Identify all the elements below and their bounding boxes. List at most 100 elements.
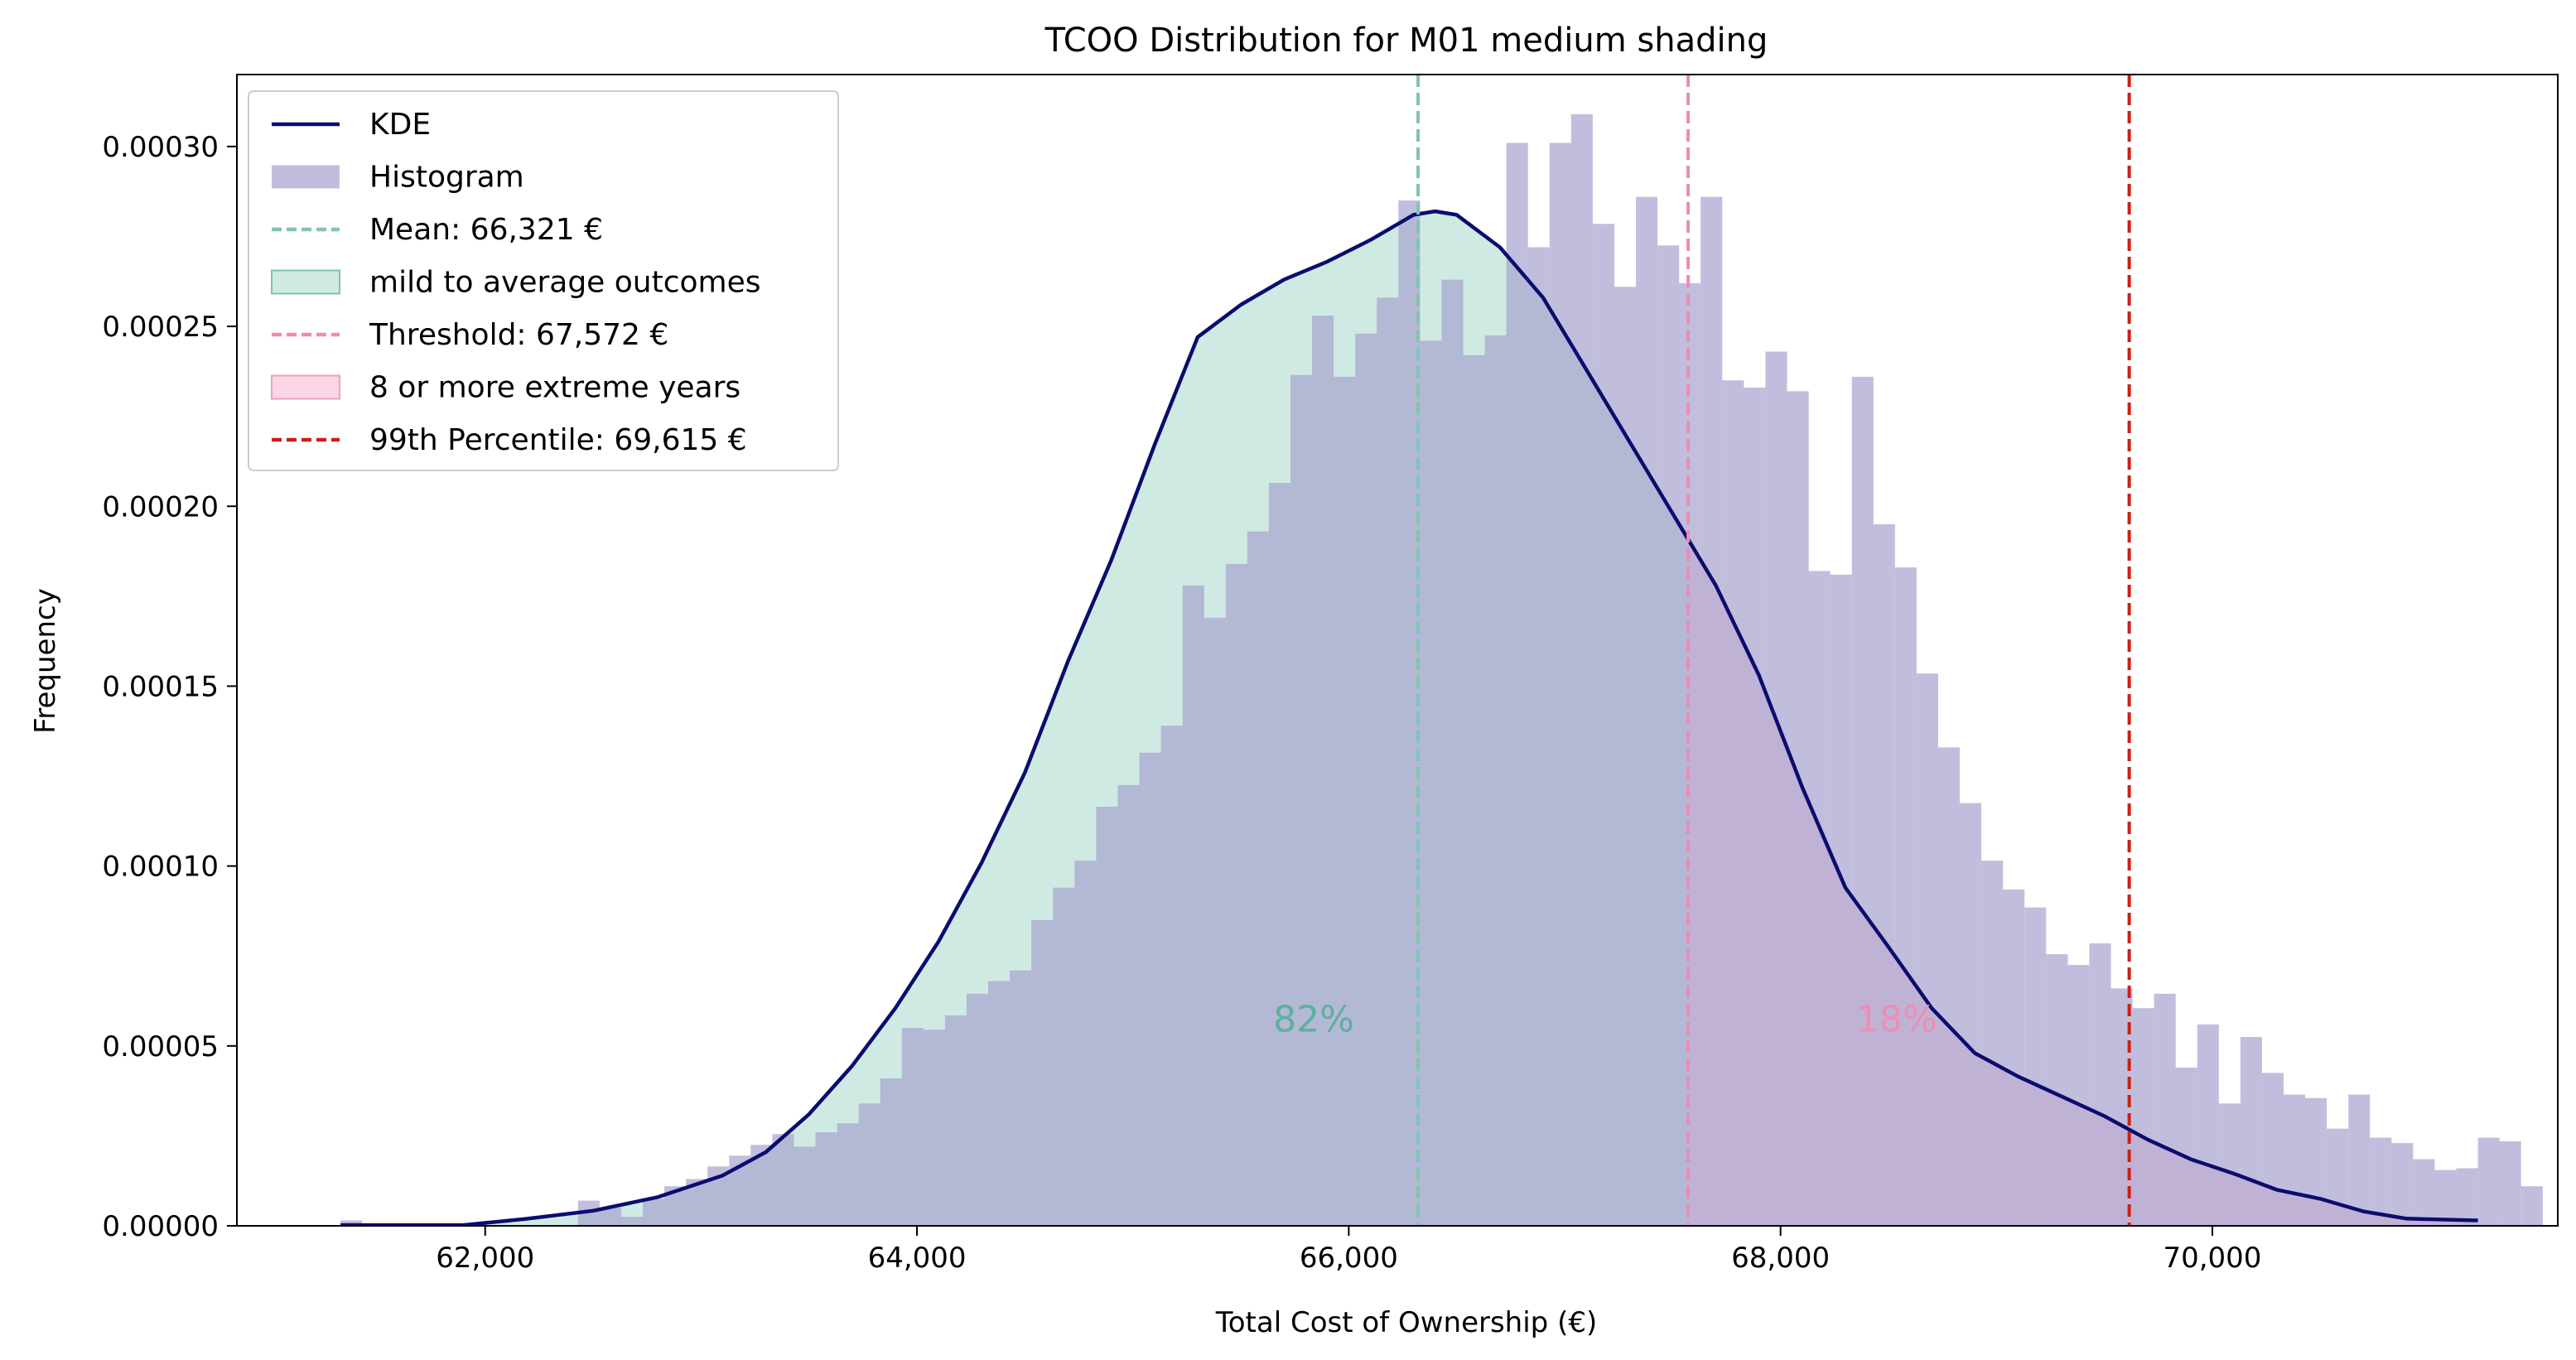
histogram-bar [2067,965,2090,1226]
chart-title: TCOO Distribution for M01 medium shading [1044,22,1768,60]
histogram-bar [1700,196,1723,1226]
x-tick-label: 62,000 [436,1242,534,1275]
histogram-bar [1981,861,2004,1226]
histogram-bar [2003,889,2025,1226]
histogram-bar [988,981,1011,1226]
histogram-bar [2218,1103,2241,1226]
histogram-bar [1527,247,1550,1226]
histogram-bar [1808,571,1831,1226]
histogram-bar [2132,1008,2154,1226]
histogram-bar [2327,1128,2349,1226]
histogram-bar [815,1132,837,1226]
histogram-bar [794,1146,816,1226]
histogram-bar [2434,1170,2457,1226]
histogram-bar [2024,907,2047,1226]
x-tick-label: 66,000 [1300,1242,1398,1275]
histogram-bar [837,1123,859,1226]
histogram-bar [2197,1024,2219,1226]
histogram-bar [2477,1137,2500,1226]
histogram-bar [901,1028,924,1226]
histogram-bar [923,1030,945,1226]
legend-mean-label: Mean: 66,321 € [369,213,603,247]
x-axis-label: Total Cost of Ownership (€) [1215,1306,1597,1339]
histogram-bar [1290,374,1313,1226]
histogram-bar [340,1220,363,1226]
histogram-bar [2175,1067,2197,1226]
histogram-bar [858,1103,880,1226]
histogram-bar [1657,245,1680,1226]
histogram-bar [1160,726,1183,1226]
histogram-bar [1355,333,1377,1226]
y-tick-label: 0.00025 [102,311,219,344]
extreme-percent-label: 18% [1856,998,1937,1040]
x-tick-label: 68,000 [1731,1242,1830,1275]
histogram-bar [2348,1094,2371,1226]
histogram-bar [1225,563,1247,1226]
histogram-bar [1182,585,1204,1226]
histogram-bar [1787,391,1809,1226]
axes: 62,000 64,000 66,000 68,000 70,000 0.00000 0.0… [102,74,2559,1275]
histogram-bar [1463,354,1485,1226]
histogram-bar [1744,387,1766,1226]
histogram-bar [1117,784,1140,1226]
y-tick-label: 0.00015 [102,670,219,703]
histogram-bar [1247,531,1269,1226]
histogram-bar [1074,861,1097,1226]
y-tick-label: 0.00010 [102,851,219,884]
histogram-bar [621,1217,644,1226]
histogram-bar [1960,803,1982,1226]
histogram-bar [1614,287,1637,1226]
x-tick-label: 70,000 [2163,1242,2261,1275]
y-tick-label: 0.00030 [102,131,219,164]
histogram-bar [2305,1097,2328,1226]
y-tick-label: 0.00005 [102,1030,219,1063]
mild-percent-label: 82% [1273,998,1354,1040]
histogram-bar [967,993,989,1226]
histogram-bar [1010,970,1032,1226]
histogram-bar [2370,1137,2392,1226]
legend-box [248,90,839,471]
histogram-bar [2499,1141,2521,1226]
histogram-bar [944,1015,967,1226]
histogram-bar [2456,1168,2478,1226]
histogram-bar [1916,673,1938,1226]
histogram-bar [1441,279,1464,1226]
histogram-bar [1851,376,1874,1226]
histogram-bar [1334,376,1356,1226]
histogram-bar [1894,567,1917,1226]
histogram-bar [1312,316,1334,1226]
legend-histogram-swatch [272,165,340,189]
histogram-bar [1377,297,1399,1226]
plot-area: 82% 18% [340,75,2543,1226]
histogram-bar [2521,1186,2543,1226]
histogram-bar [1570,113,1593,1226]
legend-mild-swatch [271,269,340,295]
histogram-bar [2089,943,2111,1226]
histogram-bar [2261,1073,2284,1226]
histogram-bar [599,1208,621,1226]
histogram-bar [1053,887,1075,1226]
y-axis-label: Frequency [29,588,62,734]
histogram-bar [1031,919,1054,1226]
histogram-bar [1484,335,1507,1226]
histogram-bar [1679,282,1701,1226]
y-tick-label: 0.00020 [102,490,219,523]
histogram-bar [1549,142,1571,1226]
legend-histogram-label: Histogram [369,161,524,195]
legend-extreme-swatch [271,374,340,400]
histogram-bar [2284,1094,2306,1226]
legend-kde-label: KDE [369,108,431,142]
legend-threshold-label: Threshold: 67,572 € [369,318,668,352]
histogram-bar [1139,752,1161,1226]
histogram-bar [1592,224,1614,1226]
histogram-bar [1830,574,1852,1226]
histogram-bar [880,1078,902,1226]
histogram-bar [1506,142,1528,1226]
histogram-bar [1096,807,1118,1226]
histogram-bar [1765,351,1787,1226]
histogram-bar [1204,617,1226,1226]
x-tick-label: 64,000 [868,1242,967,1275]
histogram-bar [1937,747,1960,1226]
histogram-bar [2391,1143,2414,1226]
